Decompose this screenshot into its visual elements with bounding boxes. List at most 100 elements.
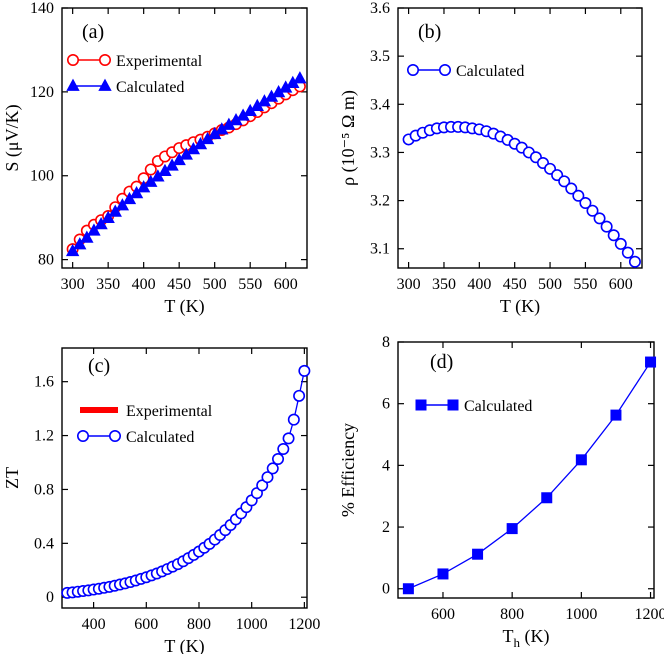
- x-tick-label: 350: [432, 276, 456, 293]
- y-tick-label: 80: [38, 252, 54, 269]
- data-point: [66, 78, 80, 91]
- panel-label: (c): [88, 355, 110, 377]
- data-point: [109, 429, 122, 442]
- series-calculated: [61, 364, 311, 599]
- x-axis-label: T (K): [164, 296, 204, 317]
- x-tick-label: 500: [203, 276, 227, 293]
- legend-entry: Calculated: [77, 429, 194, 446]
- x-tick-label: 300: [397, 276, 421, 293]
- x-tick-label: 1200: [635, 606, 664, 623]
- x-tick-label: 1200: [288, 616, 320, 633]
- data-point: [541, 492, 553, 504]
- legend-entry: Calculated: [406, 63, 524, 80]
- y-axis-label: ZT: [2, 467, 22, 489]
- data-point: [600, 220, 613, 233]
- data-point: [565, 182, 578, 195]
- data-point: [277, 443, 290, 456]
- data-point: [287, 413, 300, 426]
- legend-label: Calculated: [116, 79, 184, 96]
- y-tick-label: 0: [382, 581, 390, 598]
- data-point: [558, 175, 571, 188]
- data-point: [65, 243, 80, 257]
- y-axis-label: % Efficiency: [338, 423, 358, 517]
- data-point: [94, 217, 108, 230]
- data-point: [99, 53, 112, 66]
- y-tick-label: 3.6: [370, 0, 390, 17]
- y-tick-label: 0.8: [34, 481, 54, 498]
- series-calculated: [402, 120, 641, 268]
- data-point: [610, 409, 622, 421]
- y-tick-label: 3.3: [370, 144, 390, 161]
- y-axis-label: ρ (10⁻⁵ Ω m): [338, 90, 359, 186]
- x-tick-label: 550: [238, 276, 262, 293]
- data-point: [293, 71, 307, 84]
- data-point: [614, 237, 627, 250]
- data-point: [266, 462, 279, 475]
- data-point: [415, 399, 427, 411]
- legend-label: Experimental: [116, 53, 203, 70]
- y-tick-label: 3.2: [370, 193, 390, 210]
- plot-frame: [397, 7, 643, 269]
- data-point: [579, 197, 592, 210]
- x-tick-label: 1000: [236, 616, 268, 633]
- x-tick-label: 600: [431, 606, 455, 623]
- y-tick-label: 100: [30, 168, 54, 185]
- data-point: [572, 189, 585, 202]
- data-point: [256, 479, 269, 492]
- y-tick-label: 4: [382, 457, 390, 474]
- series-calculated: [65, 71, 307, 257]
- y-tick-label: 0: [46, 589, 54, 606]
- data-point: [593, 212, 606, 225]
- y-axis-label: S (μV/K): [2, 104, 23, 171]
- data-point: [73, 237, 87, 250]
- x-axis-label: Th (K): [503, 626, 550, 650]
- x-tick-label: 450: [503, 276, 527, 293]
- data-point: [575, 454, 587, 466]
- legend-label: Calculated: [464, 398, 532, 415]
- chart-panel-4: 600 800 1000 1200 0 2 4 6 8 Th (K) % Efficiency (d)…: [338, 334, 664, 650]
- x-axis-label: T (K): [164, 636, 204, 654]
- legend-label: Calculated: [126, 429, 194, 446]
- x-tick-label: 350: [96, 276, 120, 293]
- data-point: [77, 429, 90, 442]
- x-tick-label: 400: [82, 616, 106, 633]
- legend-entry: Calculated: [66, 78, 184, 96]
- y-tick-label: 120: [30, 84, 54, 101]
- data-point: [101, 210, 115, 223]
- x-tick-label: 300: [61, 276, 85, 293]
- data-point: [261, 471, 274, 484]
- data-point: [406, 64, 419, 77]
- chart-panel-1: 300 350 400 450 500 550 600 80 100 120 140 T (K) S (…: [2, 0, 308, 317]
- y-tick-label: 2: [382, 519, 390, 536]
- y-tick-label: 140: [30, 0, 54, 17]
- panel-label: (b): [418, 21, 441, 43]
- data-point: [115, 198, 130, 211]
- data-point: [438, 64, 451, 77]
- x-tick-label: 400: [467, 276, 491, 293]
- x-tick-label: 450: [167, 276, 191, 293]
- x-tick-label: 1000: [565, 606, 597, 623]
- data-point: [402, 583, 414, 595]
- legend-entry: Calculated: [415, 398, 532, 415]
- y-tick-label: 8: [382, 334, 390, 351]
- data-point: [607, 229, 620, 242]
- plot-frame: [61, 347, 308, 609]
- x-tick-label: 600: [134, 616, 158, 633]
- chart-panel-2: 300 350 400 450 500 550 600 3.1 3.2 3.3 3.4 3.5 3.6 T…: [338, 0, 643, 317]
- x-tick-label: 400: [132, 276, 156, 293]
- x-tick-label: 500: [538, 276, 562, 293]
- y-tick-label: 1.2: [34, 428, 54, 445]
- data-point: [272, 453, 285, 466]
- x-tick-label: 800: [500, 606, 524, 623]
- x-axis-label-subscript: h: [514, 635, 521, 650]
- data-point: [586, 204, 599, 217]
- data-point: [144, 163, 157, 176]
- data-point: [447, 399, 459, 411]
- y-tick-label: 6: [382, 396, 390, 413]
- legend-label: Experimental: [126, 403, 213, 420]
- data-point: [298, 364, 311, 377]
- data-point: [282, 432, 295, 445]
- data-point: [645, 356, 657, 368]
- y-tick-label: 3.5: [370, 48, 390, 65]
